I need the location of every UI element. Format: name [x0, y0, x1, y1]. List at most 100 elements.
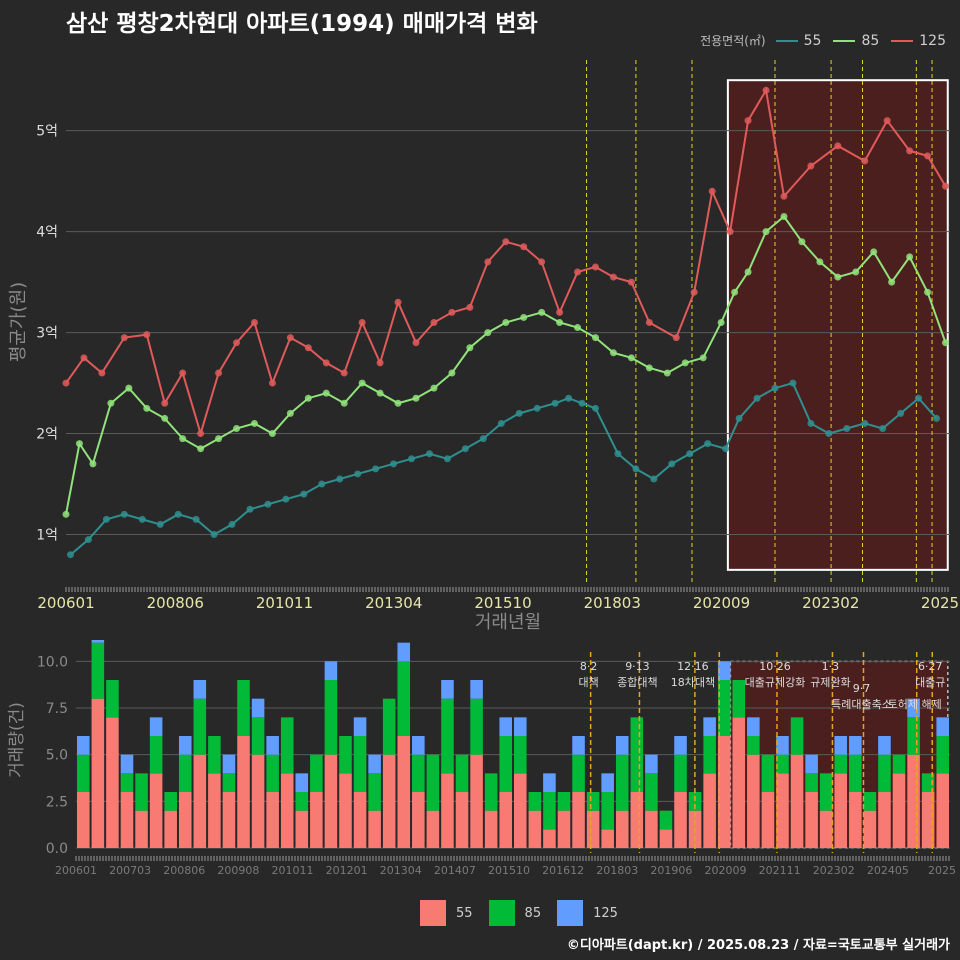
bar-55	[484, 810, 498, 848]
legend-top-title: 전용면적(㎡)	[700, 34, 766, 48]
annotation-label: 대책	[579, 676, 599, 689]
data-point-85	[197, 445, 205, 453]
x-tick-label: 201510	[474, 594, 531, 612]
bar-55	[849, 792, 862, 848]
legend-bottom-label-125: 125	[593, 905, 618, 921]
data-point-55	[735, 414, 743, 422]
bar-125	[834, 736, 848, 755]
x-tick-label: 202009	[693, 594, 750, 612]
y-tick-label: 7.5	[46, 701, 68, 717]
annotation-label: 18차대책	[671, 676, 715, 689]
bar-125	[324, 661, 338, 680]
data-point-125	[80, 354, 88, 362]
data-point-55	[789, 379, 797, 387]
bar-85	[863, 792, 877, 811]
legend-bottom-item-55: 55	[420, 900, 473, 926]
bar-55	[674, 792, 687, 848]
legend-bottom-label-55: 55	[456, 905, 473, 921]
bar-55	[368, 810, 381, 848]
bar-125	[91, 640, 105, 643]
data-point-85	[89, 460, 97, 468]
data-point-85	[75, 440, 83, 448]
legend-bottom-item-125: 125	[557, 900, 618, 926]
bar-85	[601, 792, 614, 830]
data-point-55	[807, 419, 815, 427]
legend-label-55: 55	[803, 32, 822, 49]
data-point-85	[143, 404, 151, 412]
data-point-55	[425, 450, 433, 458]
data-point-55	[933, 414, 941, 422]
y-tick-label: 10.0	[37, 654, 68, 670]
legend-top-item-55: 55	[775, 32, 822, 49]
bar-85	[615, 754, 629, 811]
bar-85	[630, 717, 644, 792]
annotation-label: 대출규	[915, 676, 945, 689]
bar-85	[761, 754, 775, 792]
bar-55	[441, 773, 454, 848]
data-point-85	[250, 419, 258, 427]
bar-85	[222, 773, 236, 792]
data-point-55	[565, 394, 573, 402]
x-tick-label: 200601	[55, 864, 97, 877]
data-point-125	[726, 228, 734, 236]
data-point-125	[197, 430, 205, 438]
data-point-125	[780, 192, 788, 200]
data-point-85	[304, 394, 312, 402]
data-point-55	[66, 551, 74, 559]
data-point-125	[906, 147, 914, 155]
bar-55	[936, 773, 949, 848]
annotation-label: 토허제 해제	[888, 697, 942, 711]
bar-85	[557, 792, 571, 811]
legend-top-item-85: 85	[833, 33, 879, 49]
bar-55	[193, 754, 207, 848]
bar-125	[178, 736, 192, 755]
bar-55	[397, 736, 411, 848]
data-point-55	[632, 465, 640, 473]
data-point-85	[744, 268, 752, 276]
y-tick-label: 2.5	[46, 794, 68, 810]
bar-85	[819, 773, 833, 811]
bar-125	[776, 736, 789, 755]
data-point-125	[502, 238, 510, 246]
data-point-55	[192, 515, 200, 523]
bar-125	[397, 642, 411, 662]
data-point-125	[924, 152, 932, 160]
data-point-85	[699, 354, 707, 362]
data-point-85	[466, 344, 474, 352]
data-point-85	[502, 319, 510, 326]
x-tick-label: 2025	[921, 594, 959, 612]
bar-85	[120, 773, 134, 792]
bar-85	[441, 698, 454, 774]
data-point-125	[609, 273, 617, 281]
data-point-55	[156, 520, 164, 528]
x-tick-label: 2025	[928, 864, 956, 877]
bar-55	[499, 792, 512, 848]
data-point-55	[915, 394, 923, 402]
data-point-125	[250, 319, 258, 326]
x-axis-title: 거래년월	[475, 612, 541, 633]
annotation-label: 특례대출축소	[831, 698, 892, 711]
data-point-125	[376, 359, 384, 367]
annotation-date: 9·7	[853, 682, 871, 695]
bar-85	[91, 642, 105, 699]
bar-55	[586, 810, 600, 848]
data-point-55	[515, 409, 523, 417]
bar-55	[703, 773, 716, 848]
bar-55	[659, 829, 673, 848]
data-point-85	[538, 308, 546, 316]
bar-85	[455, 754, 469, 792]
bar-55	[630, 792, 644, 848]
bar-125	[77, 736, 90, 755]
data-point-85	[609, 349, 617, 357]
data-point-55	[686, 450, 694, 458]
data-point-125	[340, 369, 348, 377]
x-tick-label: 201906	[650, 864, 692, 877]
bar-125	[849, 736, 862, 755]
bar-55	[164, 810, 177, 848]
x-tick-label: 202405	[867, 864, 909, 877]
bar-85	[77, 754, 90, 792]
data-point-85	[780, 212, 788, 220]
bar-85	[849, 754, 862, 792]
data-point-125	[120, 334, 128, 342]
